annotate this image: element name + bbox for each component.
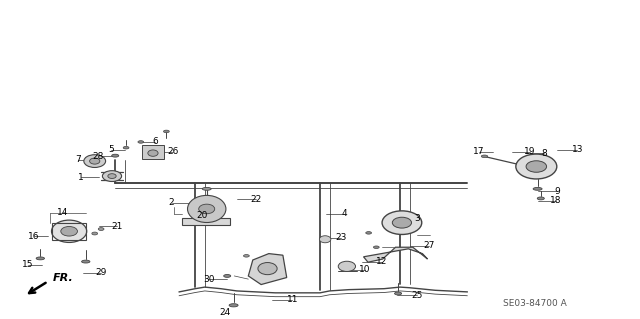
Text: 14: 14	[57, 208, 68, 217]
Bar	[52, 223, 86, 240]
Text: 2: 2	[169, 198, 174, 207]
Ellipse shape	[138, 141, 144, 143]
Text: 22: 22	[250, 195, 262, 204]
Ellipse shape	[198, 204, 215, 214]
Polygon shape	[248, 254, 287, 285]
Ellipse shape	[481, 155, 488, 158]
Ellipse shape	[108, 174, 116, 179]
Ellipse shape	[99, 228, 104, 230]
Text: 1: 1	[79, 173, 84, 182]
Ellipse shape	[319, 236, 331, 243]
Ellipse shape	[538, 197, 544, 200]
Ellipse shape	[224, 274, 231, 277]
Ellipse shape	[374, 246, 380, 249]
Ellipse shape	[382, 211, 422, 234]
Text: 29: 29	[95, 268, 107, 277]
Text: SE03-84700 A: SE03-84700 A	[502, 299, 566, 308]
Ellipse shape	[111, 154, 119, 157]
Text: 28: 28	[92, 152, 104, 161]
Ellipse shape	[92, 232, 97, 235]
Ellipse shape	[90, 158, 100, 164]
Ellipse shape	[52, 220, 87, 242]
Text: 27: 27	[423, 241, 435, 250]
Text: 11: 11	[287, 295, 298, 304]
Ellipse shape	[84, 155, 106, 167]
Text: 7: 7	[76, 155, 81, 164]
Text: 17: 17	[473, 147, 484, 156]
Ellipse shape	[188, 195, 226, 223]
Ellipse shape	[366, 232, 371, 234]
Text: 10: 10	[359, 265, 371, 274]
Ellipse shape	[258, 263, 277, 275]
Ellipse shape	[392, 217, 412, 228]
Ellipse shape	[526, 161, 547, 172]
Ellipse shape	[102, 171, 122, 182]
Ellipse shape	[516, 154, 557, 179]
Text: 5: 5	[108, 145, 113, 154]
Text: 25: 25	[412, 291, 423, 300]
Ellipse shape	[202, 188, 211, 190]
Text: FR.: FR.	[52, 273, 73, 283]
Text: 3: 3	[415, 214, 420, 223]
Ellipse shape	[243, 255, 250, 257]
Text: 4: 4	[342, 209, 347, 218]
Ellipse shape	[148, 150, 158, 156]
Text: 18: 18	[550, 197, 561, 205]
Ellipse shape	[339, 261, 356, 271]
Polygon shape	[364, 247, 428, 262]
Bar	[182, 218, 230, 225]
Ellipse shape	[229, 304, 238, 307]
Text: 13: 13	[572, 145, 583, 154]
Text: 9: 9	[554, 187, 559, 196]
Ellipse shape	[36, 257, 45, 260]
Text: 16: 16	[28, 232, 40, 241]
Bar	[142, 145, 164, 159]
Text: 23: 23	[335, 233, 347, 242]
Ellipse shape	[124, 146, 129, 149]
Ellipse shape	[533, 188, 542, 190]
Text: 30: 30	[204, 275, 215, 284]
Text: 19: 19	[524, 147, 536, 156]
Ellipse shape	[394, 292, 402, 295]
Text: 26: 26	[168, 147, 179, 156]
Ellipse shape	[82, 260, 90, 263]
Ellipse shape	[61, 226, 77, 236]
Text: 20: 20	[196, 211, 207, 220]
Ellipse shape	[164, 130, 169, 133]
Text: 6: 6	[152, 137, 157, 146]
Text: 12: 12	[376, 257, 388, 266]
Text: 21: 21	[111, 222, 123, 231]
Text: 8: 8	[541, 149, 547, 158]
Text: 15: 15	[22, 260, 33, 269]
Text: 24: 24	[220, 308, 231, 317]
